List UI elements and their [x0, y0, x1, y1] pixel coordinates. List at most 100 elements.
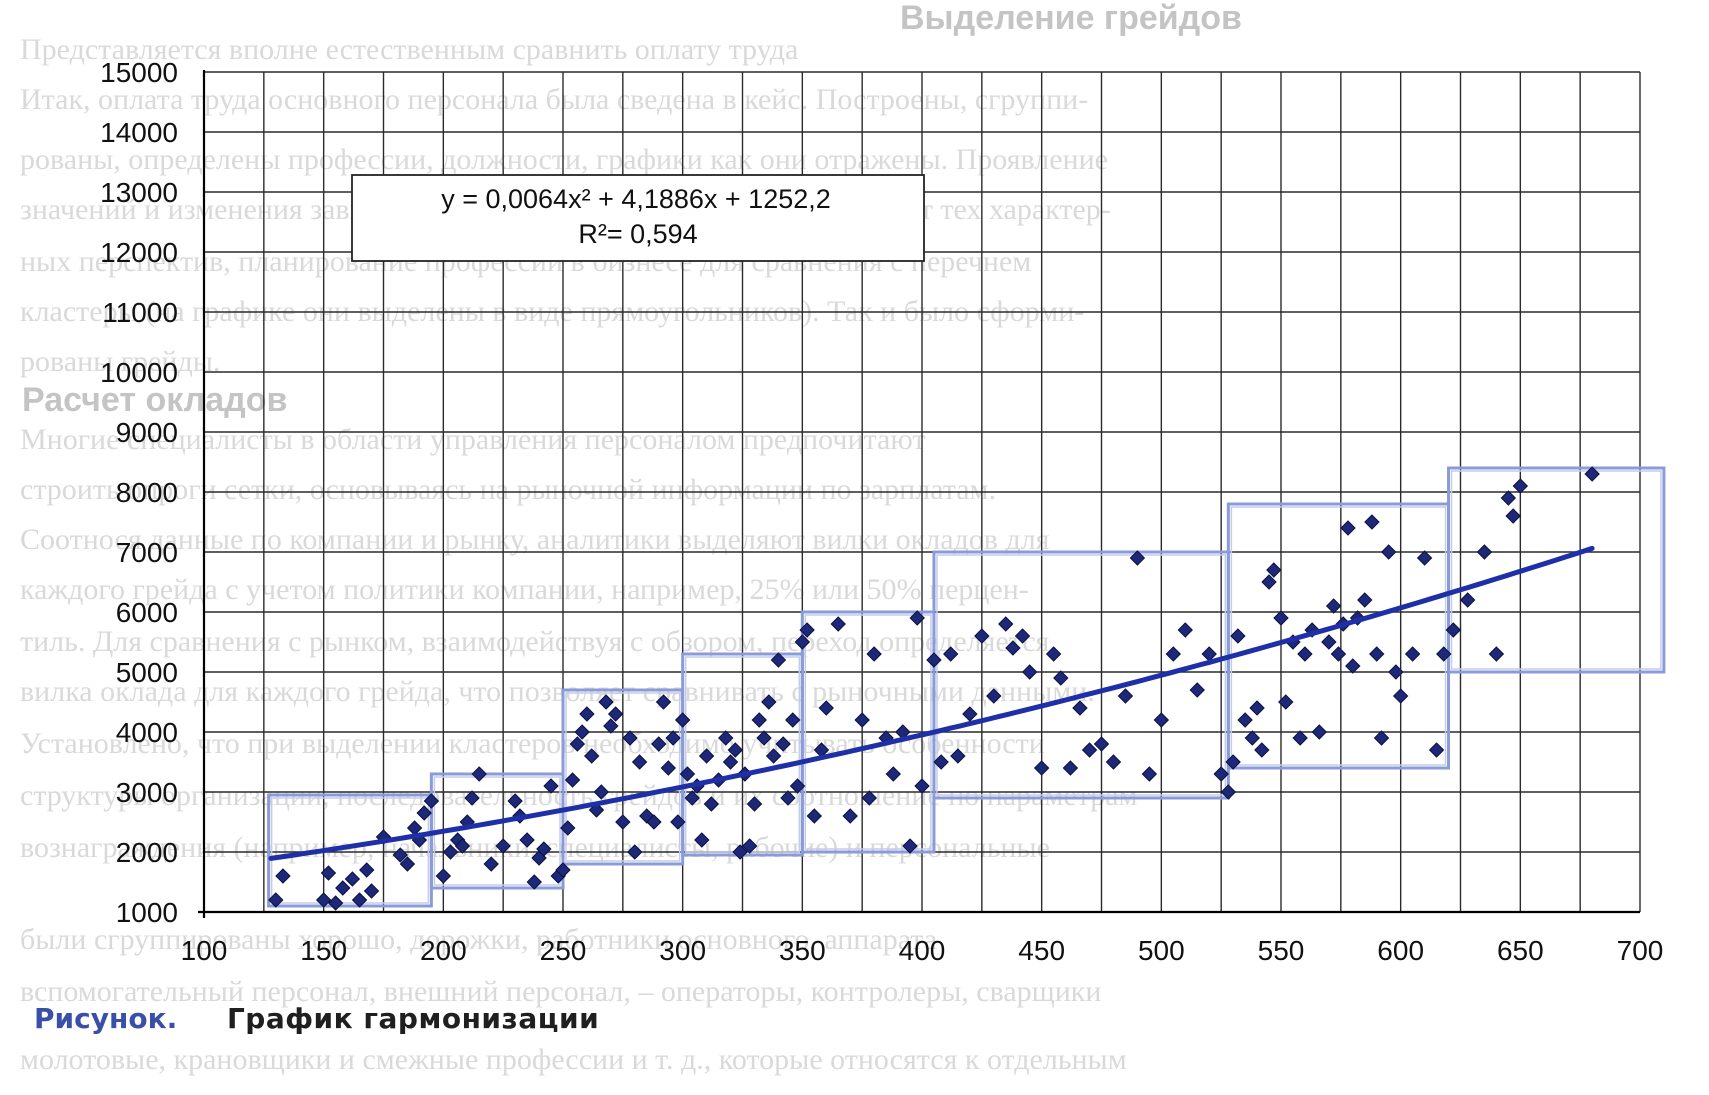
x-tick-label: 150: [300, 935, 347, 966]
data-point: [1512, 478, 1529, 494]
y-tick-label: 14000: [100, 117, 178, 148]
x-tick-label: 300: [659, 935, 706, 966]
data-point: [1357, 592, 1373, 608]
y-tick-label: 4000: [116, 717, 178, 748]
data-point: [344, 871, 361, 887]
data-point: [315, 892, 332, 908]
data-point: [674, 712, 691, 728]
data-point: [1225, 754, 1241, 770]
data-point: [454, 838, 471, 854]
data-point: [1261, 574, 1277, 590]
x-tick-label: 550: [1258, 935, 1305, 966]
data-point: [1021, 664, 1038, 680]
data-point: [1445, 622, 1462, 638]
data-point: [1392, 688, 1409, 704]
data-point: [722, 754, 739, 770]
data-point: [416, 805, 432, 821]
data-point: [631, 754, 648, 770]
x-tick-label: 100: [181, 935, 228, 966]
data-point: [902, 838, 918, 854]
data-point: [694, 832, 710, 848]
data-point: [359, 862, 375, 878]
data-point: [651, 736, 667, 752]
data-point: [593, 784, 610, 800]
data-point: [665, 730, 681, 746]
data-point: [569, 736, 586, 752]
cluster-rectangles: [267, 466, 1666, 908]
data-point: [1177, 622, 1193, 638]
data-point: [854, 712, 870, 728]
data-point: [268, 892, 284, 908]
equation-box-frame: [351, 174, 925, 262]
data-point: [471, 766, 487, 782]
data-point: [579, 706, 595, 722]
x-tick-label: 450: [1018, 935, 1065, 966]
cluster-rect: [1226, 502, 1451, 770]
data-point: [1014, 628, 1031, 644]
data-point: [603, 718, 619, 734]
data-point: [1237, 712, 1253, 728]
data-point: [442, 844, 459, 860]
equation-box: y = 0,0064x² + 4,1886x + 1252,2 R²= 0,59…: [351, 174, 925, 262]
x-tick-label: 700: [1617, 935, 1664, 966]
data-point: [555, 862, 571, 878]
y-tick-label: 7000: [116, 537, 178, 568]
data-point: [765, 748, 782, 764]
cluster-rect: [932, 550, 1230, 800]
data-point: [1292, 730, 1308, 746]
y-tick-label: 3000: [116, 777, 178, 808]
data-point: [998, 616, 1014, 632]
x-tick-label: 350: [779, 935, 826, 966]
cluster-rect: [1447, 466, 1666, 674]
data-point: [483, 856, 499, 872]
cluster-rect-inner: [565, 692, 681, 862]
data-point: [392, 847, 408, 863]
data-point: [351, 892, 368, 908]
data-point: [1244, 730, 1260, 746]
data-point: [615, 814, 631, 830]
data-point: [1369, 646, 1385, 662]
data-point: [1373, 730, 1390, 746]
data-point: [1297, 646, 1313, 662]
data-point: [684, 790, 700, 806]
data-point: [770, 652, 787, 668]
data-point: [761, 694, 777, 710]
data-point: [933, 754, 949, 770]
data-point: [986, 688, 1002, 704]
y-tick-label: 9000: [116, 417, 178, 448]
data-point: [1213, 766, 1229, 782]
data-point: [1220, 784, 1237, 800]
data-point: [842, 808, 858, 824]
trendline-equation: y = 0,0064x² + 4,1886x + 1252,2: [441, 184, 831, 214]
caption-title: График гармонизации: [226, 1002, 600, 1035]
data-point: [1141, 766, 1158, 782]
data-point: [799, 622, 815, 638]
data-point: [1266, 562, 1282, 578]
data-point: [598, 694, 614, 710]
x-tick-label: 250: [540, 935, 587, 966]
data-point: [1189, 682, 1205, 698]
y-tick-label: 2000: [116, 837, 178, 868]
data-point: [1488, 646, 1505, 662]
data-point: [335, 880, 351, 896]
data-point: [1153, 712, 1170, 728]
data-point: [536, 841, 552, 857]
data-point: [1584, 466, 1600, 482]
data-point: [660, 760, 677, 776]
data-point: [1117, 688, 1134, 704]
data-point: [789, 778, 806, 794]
data-point: [526, 874, 542, 890]
trendline-group: [268, 545, 1595, 861]
x-tick-label: 400: [899, 935, 946, 966]
data-point: [780, 790, 796, 806]
data-point: [1045, 646, 1062, 662]
y-tick-label: 12000: [100, 237, 178, 268]
y-tick-label: 8000: [116, 477, 178, 508]
data-point: [943, 646, 959, 662]
data-point: [746, 796, 763, 812]
data-point: [718, 730, 734, 746]
data-point: [1072, 700, 1088, 716]
data-point: [1388, 664, 1404, 680]
y-tick-label: 5000: [116, 657, 178, 688]
data-point: [564, 772, 581, 788]
